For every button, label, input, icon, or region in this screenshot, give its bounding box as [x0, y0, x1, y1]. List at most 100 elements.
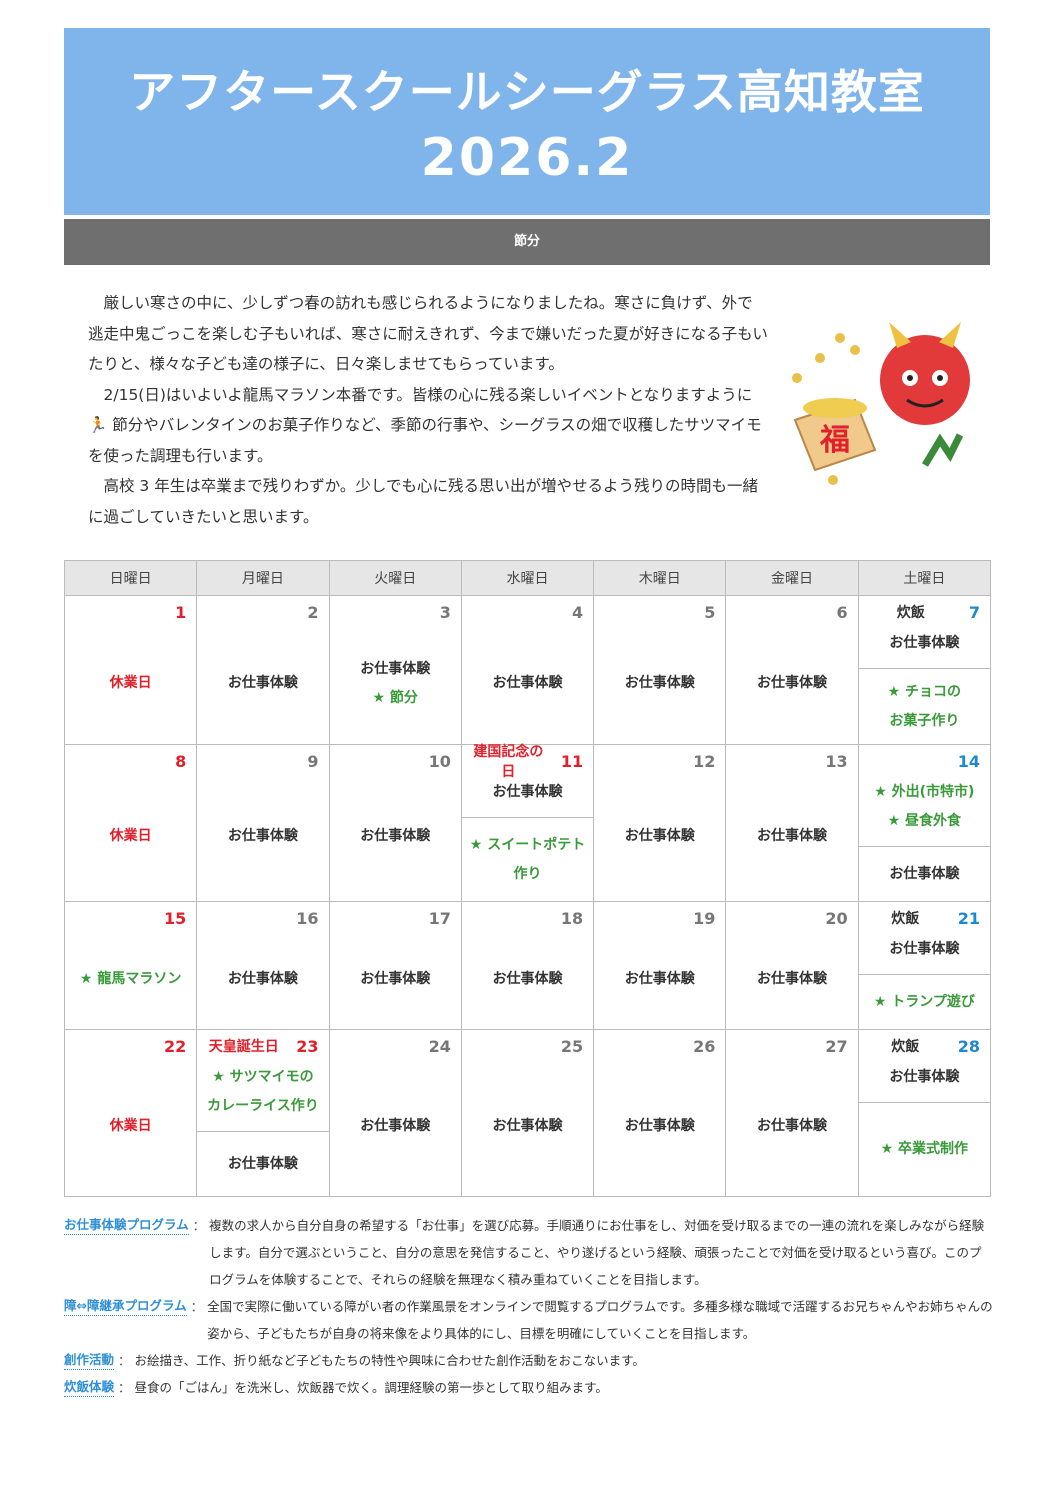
calendar-day-cell: 22 休業日: [63, 1029, 198, 1197]
day-number: 18: [560, 908, 584, 928]
weekday-header: 火曜日: [328, 560, 462, 596]
calendar-day-cell: 1 休業日: [63, 595, 198, 745]
day-header: 6: [726, 596, 857, 623]
day-content: 26 お仕事体験: [594, 1030, 725, 1196]
day-header: 26: [594, 1030, 725, 1057]
program-name: 障⇔障継承プログラム: [64, 1295, 187, 1316]
day-section: お仕事体験: [197, 929, 328, 1029]
day-section: 休業日: [65, 623, 196, 744]
day-header: 24: [330, 1030, 461, 1057]
day-number: 14: [957, 751, 980, 771]
event-item: ★ 昼食外食: [887, 813, 962, 829]
day-number: 21: [957, 908, 980, 928]
weekday-header-row: 日曜日 月曜日 火曜日 水曜日 木曜日 金曜日 土曜日: [63, 560, 992, 596]
activity-item: お仕事体験: [757, 970, 828, 987]
day-label: 炊飯: [896, 605, 925, 621]
day-section: お仕事体験: [330, 772, 461, 901]
activity-item: お仕事体験: [227, 675, 298, 691]
day-content: 9 お仕事体験: [197, 745, 328, 901]
event-item: ★ 卒業式制作: [880, 1141, 969, 1157]
day-number: 13: [825, 751, 848, 771]
day-header: 22: [65, 1030, 196, 1057]
day-number: 28: [957, 1036, 980, 1056]
day-content: 20 お仕事体験: [726, 902, 857, 1029]
day-section: お仕事体験: [726, 772, 857, 901]
day-header: 25: [462, 1030, 593, 1057]
weekday-header: 月曜日: [196, 560, 330, 596]
day-label: 炊飯: [891, 911, 920, 927]
activity-item: お仕事体験: [492, 1118, 563, 1134]
activity-item: お仕事体験: [757, 675, 828, 691]
weekday-header: 水曜日: [460, 560, 595, 596]
separator: ：: [118, 1353, 131, 1368]
separator: ：: [192, 1218, 206, 1233]
calendar-day-cell: 9 お仕事体験: [196, 744, 330, 902]
day-content: 15 ★ 龍馬マラソン: [65, 902, 196, 1029]
weekday-header: 金曜日: [725, 560, 859, 596]
activity-item: お仕事体験: [889, 1069, 960, 1085]
day-header: 12: [594, 745, 725, 772]
day-header: 14: [859, 745, 990, 772]
calendar-day-cell: 建国記念の日 11 お仕事体験 ★ スイートポテト 作り: [460, 744, 595, 902]
event-item: お菓子作り: [889, 712, 960, 729]
day-number: 17: [428, 908, 451, 928]
calendar-week-row: 22 休業日 天皇誕生日 23 ★ サツマイモの カレーライス作り お仕事体験 24 お仕事体験…: [63, 1029, 992, 1197]
separator: ：: [190, 1299, 204, 1314]
activity-item: お仕事体験: [360, 1118, 431, 1134]
program-description: お絵描き、工作、折り紙など子どもたちの特性や興味に合わせた創作活動をおこないます…: [134, 1353, 645, 1368]
day-section: お仕事体験: [594, 772, 725, 901]
day-header: 15: [65, 902, 196, 929]
day-label: 炊飯: [891, 1039, 920, 1055]
event-item: ★ トランプ遊び: [873, 993, 975, 1010]
weekday-header: 木曜日: [593, 560, 727, 596]
day-header: 5: [594, 596, 725, 623]
program-name: お仕事体験プログラム: [64, 1214, 189, 1235]
day-number: 15: [164, 908, 187, 928]
program-description: 全国で実際に働いている障がい者の作業風景をオンラインで閲覧するプログラムです。多…: [207, 1299, 993, 1341]
page-title: アフタースクールシーグラス高知教室: [129, 65, 925, 119]
day-content: 天皇誕生日 23 ★ サツマイモの カレーライス作り お仕事体験: [197, 1030, 329, 1196]
day-number: 8: [175, 751, 187, 771]
day-section: 休業日: [65, 772, 196, 901]
day-section: お仕事体験: [197, 623, 328, 744]
day-section: ★ 外出(市特市) ★ 昼食外食: [859, 772, 990, 846]
day-content: 10 お仕事体験: [330, 745, 461, 901]
day-number: 4: [571, 602, 584, 622]
activity-item: お仕事体験: [227, 1155, 298, 1172]
calendar-day-cell: 13 お仕事体験: [725, 744, 859, 902]
program-description: 昼食の「ごはん」を洗米し、炊飯器で炊く。調理経験の第一歩として取り組みます。: [134, 1380, 608, 1395]
day-header: 10: [330, 745, 461, 772]
theme-band: 節分: [64, 219, 990, 265]
day-content: 17 お仕事体験: [330, 902, 461, 1029]
day-number: 5: [704, 602, 716, 622]
activity-item: お仕事体験: [624, 1118, 695, 1134]
day-number: 1: [175, 602, 187, 622]
day-section: お仕事体験: [726, 929, 857, 1029]
intro-paragraph: 2/15(日)はいよいよ龍馬マラソン本番です。皆様の心に残る楽しいイベントとなり…: [88, 385, 762, 465]
holiday-label: 休業日: [109, 828, 152, 844]
day-section: お仕事体験: [594, 929, 725, 1029]
program-name: 創作活動: [64, 1349, 115, 1370]
day-header: 17: [330, 902, 461, 929]
calendar-table: 日曜日 月曜日 火曜日 水曜日 木曜日 金曜日 土曜日 1 休業日 2 お仕事体験 3 お仕事体験 ★ …: [63, 560, 992, 1197]
day-content: 炊飯 21 お仕事体験 ★ トランプ遊び: [858, 902, 990, 1029]
calendar-day-cell: 炊飯 7 お仕事体験 ★ チョコの お菓子作り: [857, 595, 992, 745]
day-section: お仕事体験: [858, 846, 990, 901]
calendar-day-cell: 8 休業日: [63, 744, 198, 902]
day-content: 13 お仕事体験: [726, 745, 857, 901]
calendar-day-cell: 15 ★ 龍馬マラソン: [63, 901, 198, 1030]
day-content: 4 お仕事体験: [462, 596, 593, 744]
calendar-day-cell: 3 お仕事体験 ★ 節分: [328, 595, 462, 745]
day-content: 22 休業日: [65, 1030, 196, 1196]
program-note: 創作活動：お絵描き、工作、折り紙など子どもたちの特性や興味に合わせた創作活動をお…: [64, 1347, 994, 1374]
day-number: 19: [693, 908, 716, 928]
day-content: 炊飯 7 お仕事体験 ★ チョコの お菓子作り: [858, 596, 990, 744]
calendar-day-cell: 4 お仕事体験: [460, 595, 595, 745]
day-header: 3: [330, 596, 461, 623]
day-content: 18 お仕事体験: [462, 902, 593, 1029]
day-number: 26: [693, 1036, 716, 1056]
day-section: お仕事体験: [462, 1057, 593, 1196]
day-header: 炊飯 21: [859, 902, 990, 929]
day-label: 天皇誕生日: [208, 1039, 279, 1055]
day-number: 10: [428, 751, 451, 771]
